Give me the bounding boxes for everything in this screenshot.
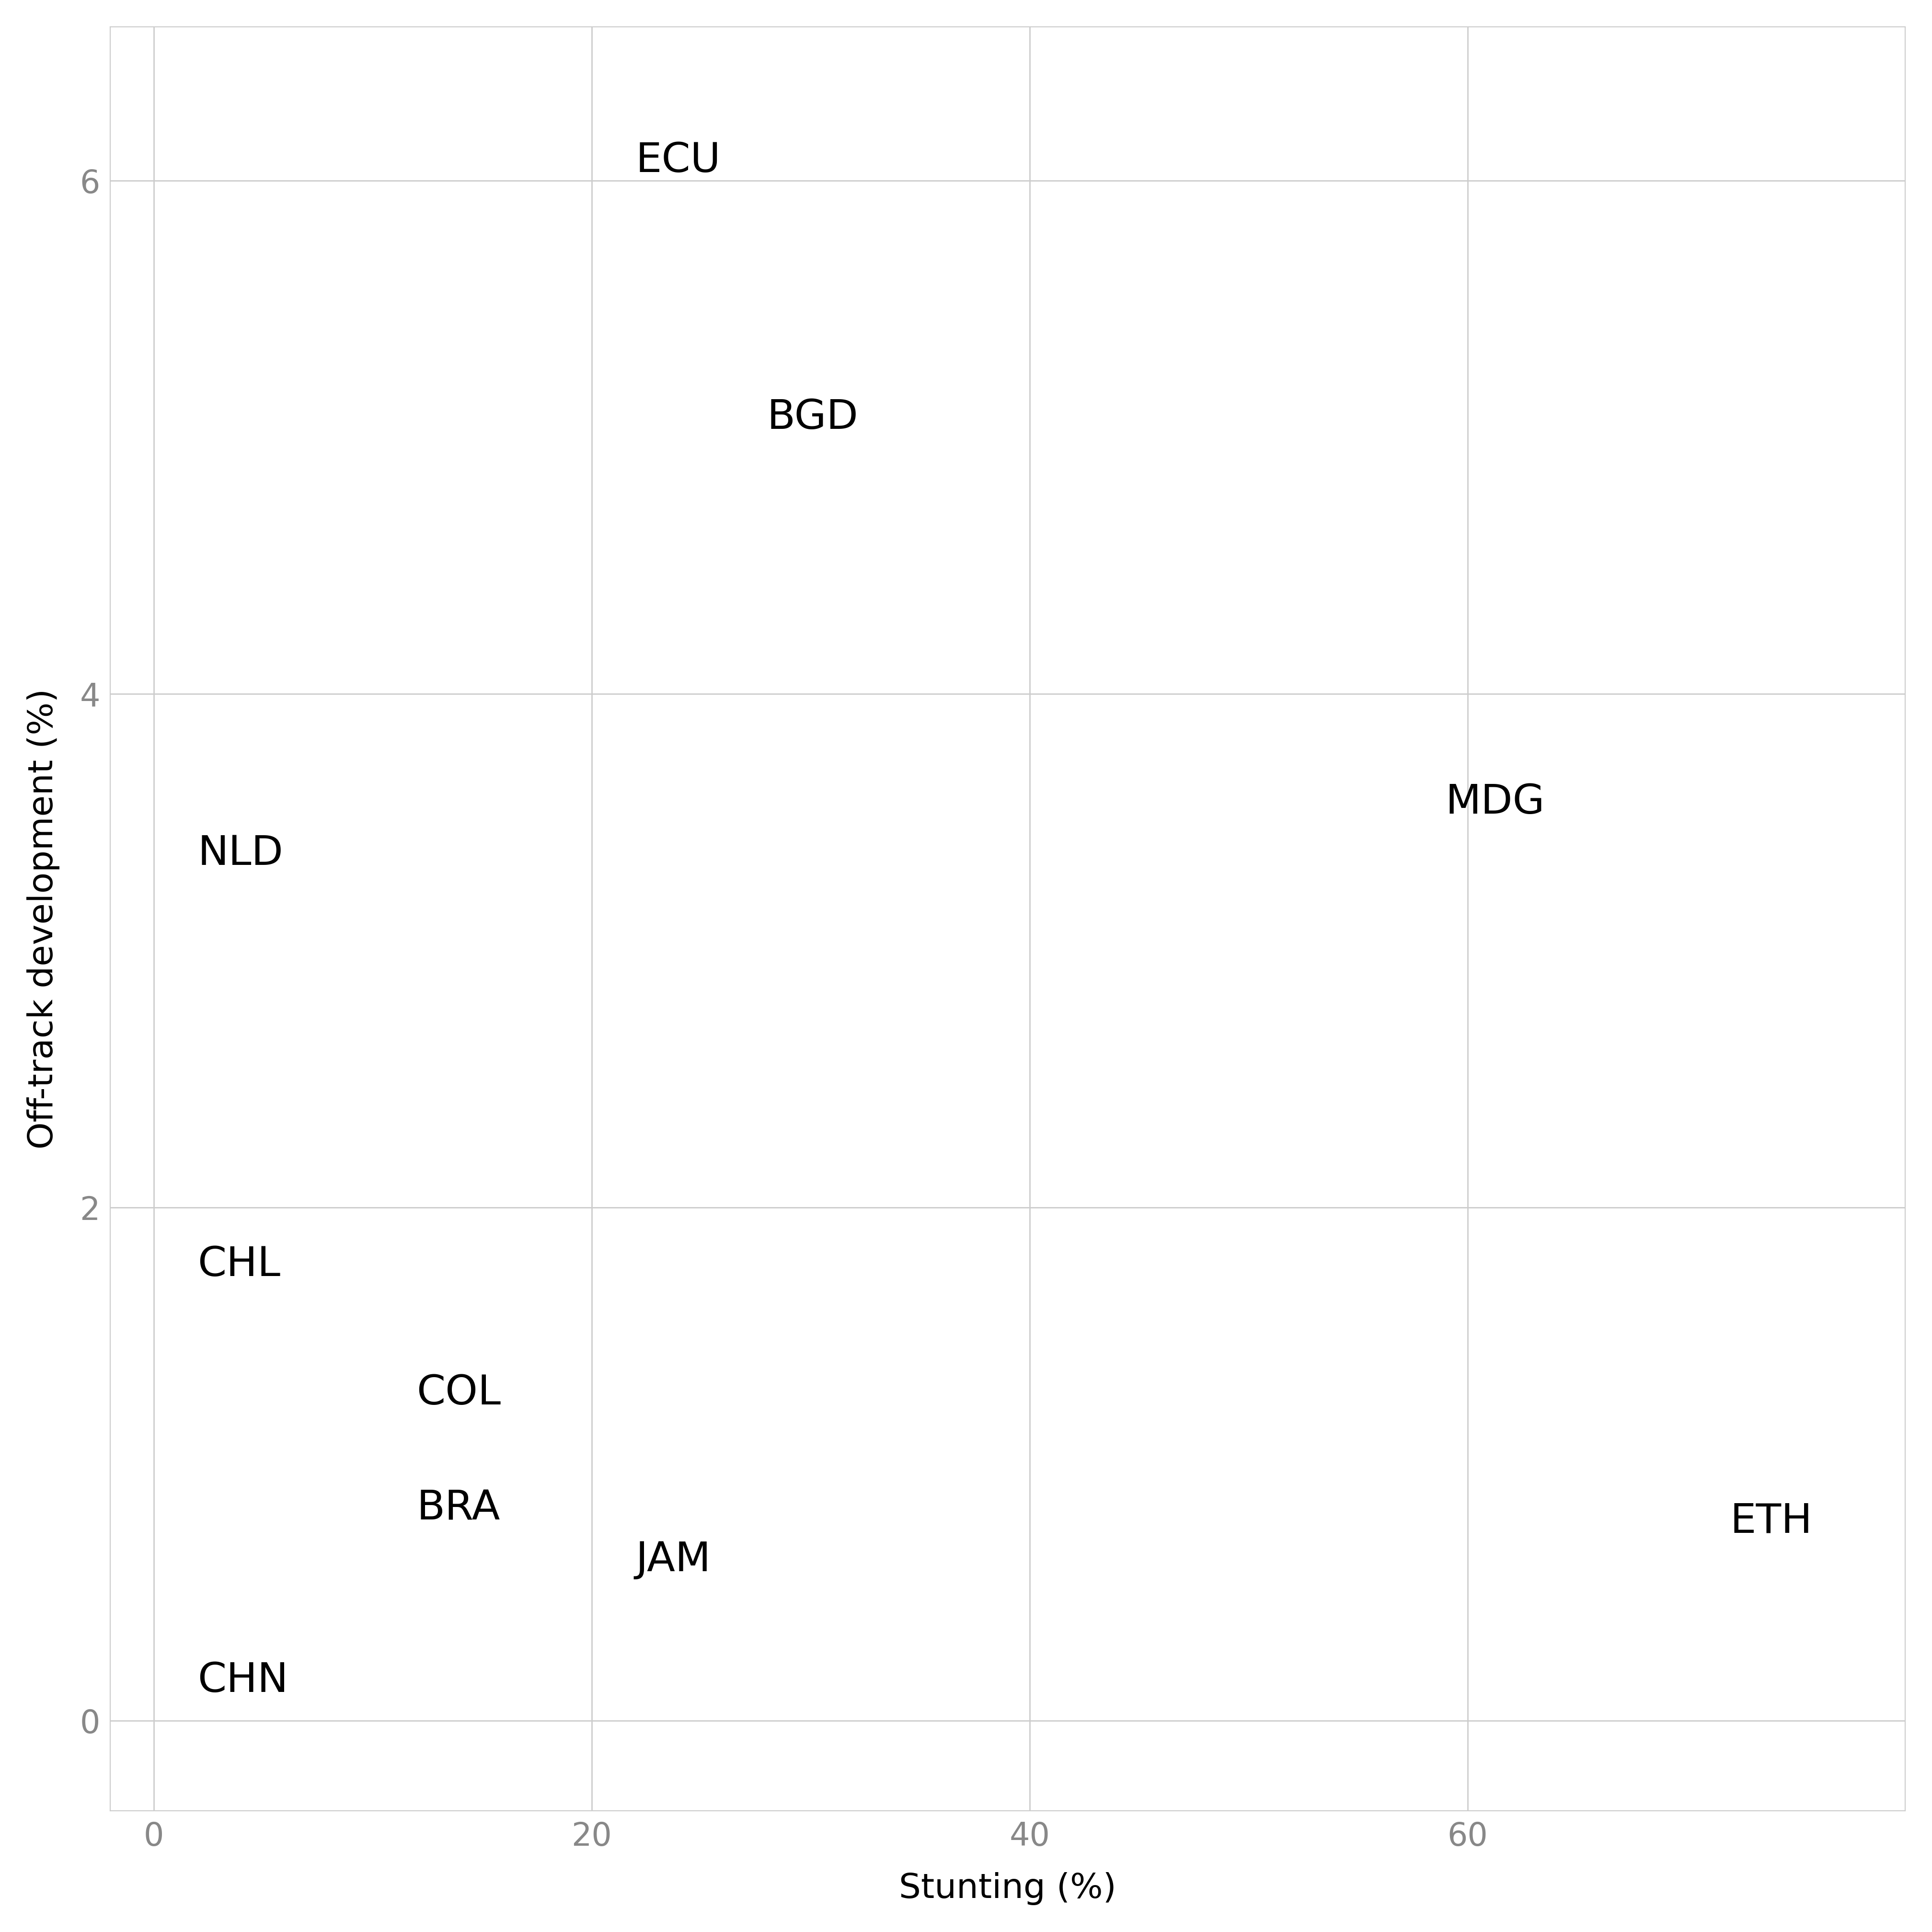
Text: BRA: BRA xyxy=(417,1488,500,1528)
X-axis label: Stunting (%): Stunting (%) xyxy=(898,1872,1117,1905)
Text: NLD: NLD xyxy=(197,835,284,873)
Text: ETH: ETH xyxy=(1731,1501,1812,1542)
Text: CHL: CHL xyxy=(197,1244,280,1285)
Text: COL: COL xyxy=(417,1374,500,1412)
Text: MDG: MDG xyxy=(1445,782,1546,823)
Y-axis label: Off-track development (%): Off-track development (%) xyxy=(27,688,60,1150)
Text: CHN: CHN xyxy=(197,1662,288,1700)
Text: BGD: BGD xyxy=(767,398,858,437)
Text: ECU: ECU xyxy=(636,141,721,182)
Text: JAM: JAM xyxy=(636,1540,711,1580)
